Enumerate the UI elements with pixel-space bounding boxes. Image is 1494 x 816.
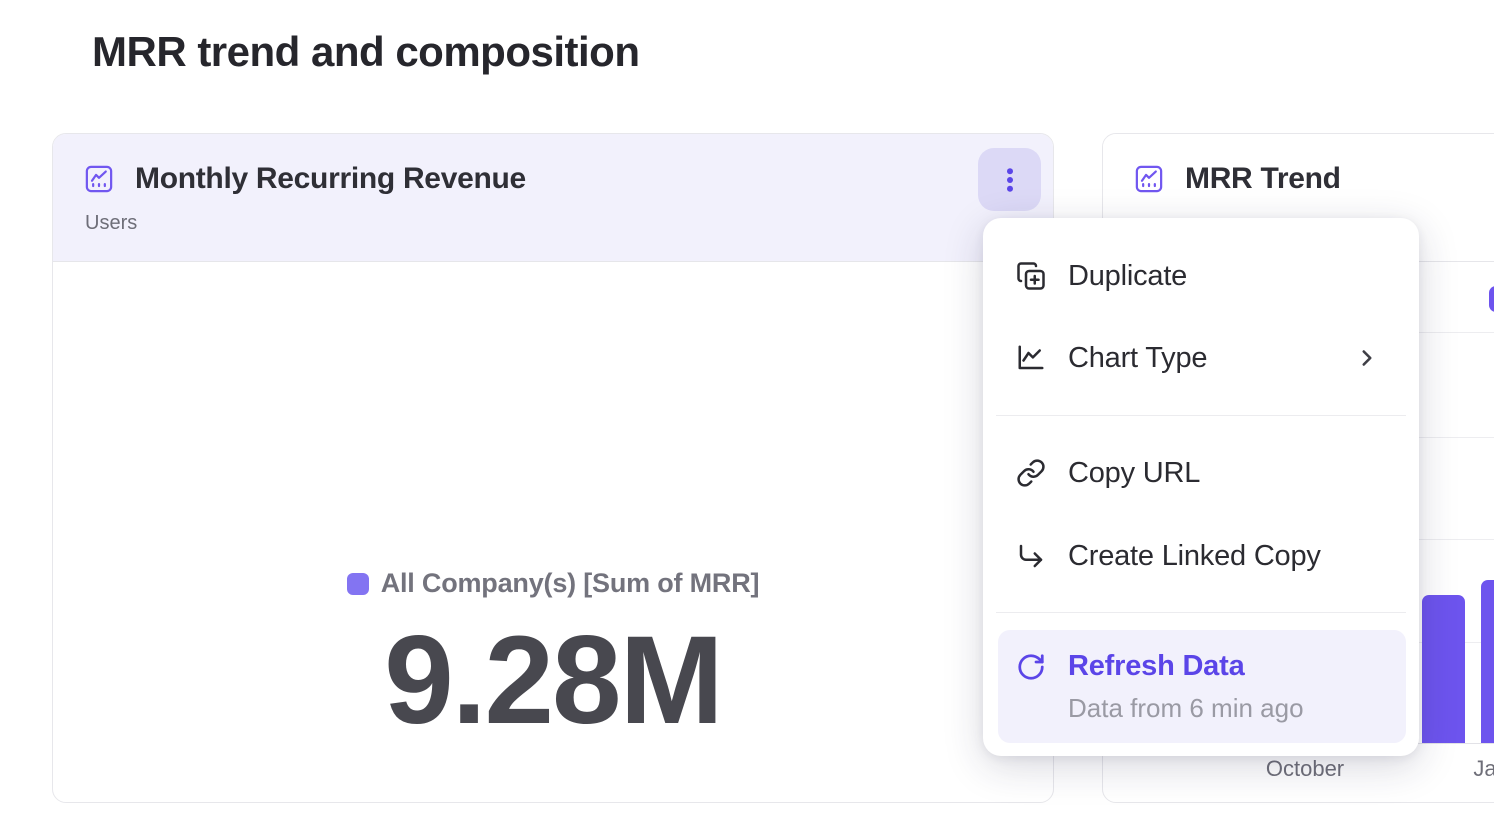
card-menu-button[interactable] (978, 148, 1041, 211)
trend-legend-swatch (1489, 286, 1494, 312)
kpi-value: 9.28M (384, 610, 723, 750)
mrr-card-header: Monthly Recurring Revenue Users (53, 134, 1053, 262)
chevron-right-icon (1354, 345, 1380, 371)
mrr-card-title: Monthly Recurring Revenue (135, 162, 526, 195)
card-context-menu: Duplicate Chart Type Copy URL (983, 218, 1419, 756)
kpi-legend: All Company(s) [Sum of MRR] (53, 568, 1053, 599)
chart-badge-icon (85, 165, 113, 193)
legend-swatch (346, 572, 369, 595)
menu-item-create-linked-copy[interactable]: Create Linked Copy (998, 526, 1404, 586)
menu-item-label: Duplicate (1068, 259, 1188, 292)
link-icon (1016, 458, 1046, 488)
menu-item-refresh-data[interactable]: Refresh Data Data from 6 min ago (998, 630, 1406, 743)
kpi-area: All Company(s) [Sum of MRR] 9.28M (53, 263, 1053, 802)
menu-item-label: Refresh Data (1068, 650, 1245, 682)
corner-down-right-icon (1016, 541, 1046, 571)
menu-divider (996, 612, 1406, 613)
refresh-icon (1016, 652, 1046, 682)
menu-item-label: Chart Type (1068, 341, 1208, 374)
page-title: MRR trend and composition (92, 28, 640, 75)
mrr-card-subtitle: Users (85, 212, 138, 234)
menu-item-copy-url[interactable]: Copy URL (998, 443, 1404, 503)
menu-item-label: Create Linked Copy (1068, 539, 1321, 572)
chart-line-icon (1016, 343, 1046, 373)
menu-divider (996, 415, 1406, 416)
x-axis-tick-label: October (1265, 756, 1345, 781)
duplicate-icon (1016, 261, 1046, 291)
menu-item-label: Copy URL (1068, 456, 1201, 489)
chart-badge-icon (1135, 165, 1163, 193)
trend-card-title: MRR Trend (1185, 162, 1341, 195)
menu-item-duplicate[interactable]: Duplicate (998, 246, 1404, 306)
legend-label: All Company(s) [Sum of MRR] (380, 568, 760, 598)
refresh-data-age: Data from 6 min ago (1068, 693, 1304, 723)
bar[interactable] (1422, 595, 1465, 743)
bar[interactable] (1481, 580, 1494, 743)
menu-item-chart-type[interactable]: Chart Type (998, 328, 1404, 388)
x-axis-tick-label: Ja (1473, 756, 1494, 781)
kebab-icon (995, 165, 1025, 195)
mrr-kpi-card: Monthly Recurring Revenue Users All Comp… (52, 133, 1054, 803)
